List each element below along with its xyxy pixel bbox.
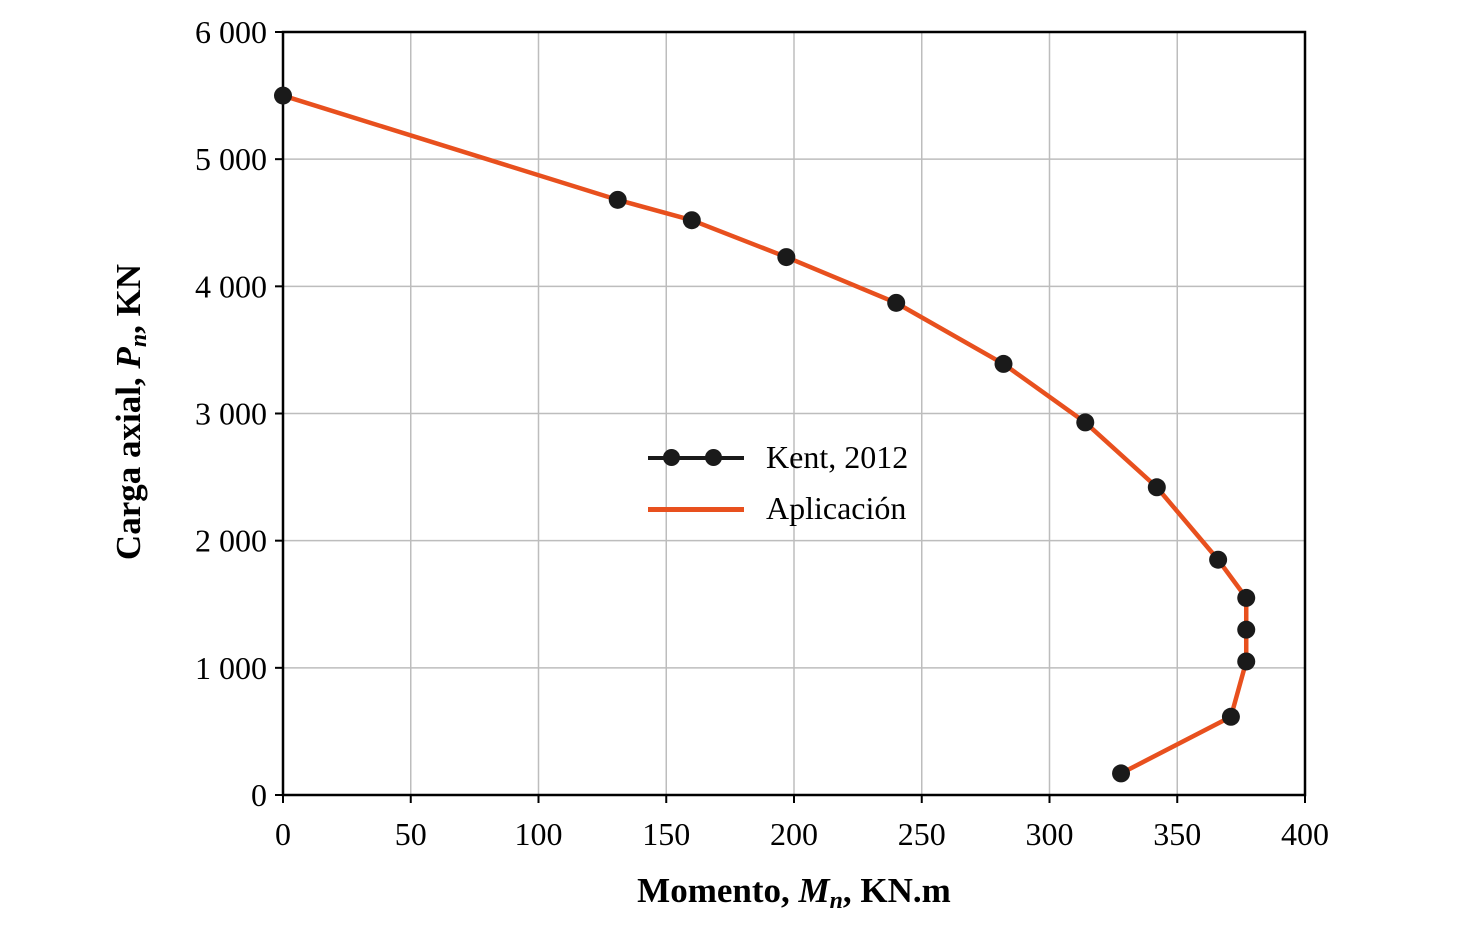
x-axis-title: Momento, Mn, KN.m [637, 871, 951, 915]
x-tick-label: 400 [1281, 816, 1329, 852]
legend-item-aplicacion: Aplicación [648, 483, 908, 534]
x-axis-symbol: M [798, 871, 830, 911]
legend-label-kent: Kent, 2012 [766, 439, 909, 475]
data-point [1237, 588, 1256, 607]
y-axis-title-prefix: Carga axial, [109, 368, 149, 561]
x-tick-label: 100 [515, 816, 563, 852]
x-tick-label: 200 [770, 816, 818, 852]
y-axis-symbol: P [109, 347, 149, 369]
data-point [1112, 764, 1131, 783]
data-point [682, 211, 701, 230]
x-tick-label: 300 [1026, 816, 1074, 852]
legend-label-aplicacion: Aplicación [766, 490, 907, 526]
x-tick-label: 150 [642, 816, 690, 852]
legend-item-kent: Kent, 2012 [648, 432, 908, 483]
x-tick-label: 250 [898, 816, 946, 852]
data-point [1221, 707, 1240, 726]
data-point [1076, 413, 1095, 432]
y-tick-label: 2 000 [195, 523, 267, 559]
plot-border [281, 30, 1307, 797]
y-axis-title: Carga axial, Pn, KN [109, 264, 153, 560]
legend: Kent, 2012 Aplicación [648, 432, 908, 534]
data-point [994, 354, 1013, 373]
data-point [777, 248, 796, 267]
y-tick-label: 5 000 [195, 141, 267, 177]
data-point [887, 293, 906, 312]
data-point [1147, 478, 1166, 497]
y-tick-label: 4 000 [195, 268, 267, 304]
y-tick-label: 0 [251, 777, 267, 813]
y-tick-label: 1 000 [195, 650, 267, 686]
x-tick-label: 50 [395, 816, 427, 852]
y-axis-title-suffix: , KN [109, 263, 149, 334]
x-tick-label: 350 [1153, 816, 1201, 852]
aplicacion-line-marker-icon [648, 499, 744, 519]
data-point [608, 190, 627, 209]
data-point [1209, 550, 1228, 569]
y-tick-label: 6 000 [195, 14, 267, 50]
kent-line-dot-marker-icon [648, 448, 744, 468]
x-axis-title-suffix: , KN.m [842, 871, 951, 911]
x-axis-subscript: n [829, 887, 843, 914]
x-axis-title-prefix: Momento, [637, 871, 799, 911]
y-tick-label: 3 000 [195, 396, 267, 432]
data-point [274, 86, 292, 105]
data-point [1237, 652, 1256, 671]
data-point [1237, 620, 1256, 639]
y-axis-subscript: n [125, 333, 152, 348]
x-tick-label: 0 [275, 816, 291, 852]
